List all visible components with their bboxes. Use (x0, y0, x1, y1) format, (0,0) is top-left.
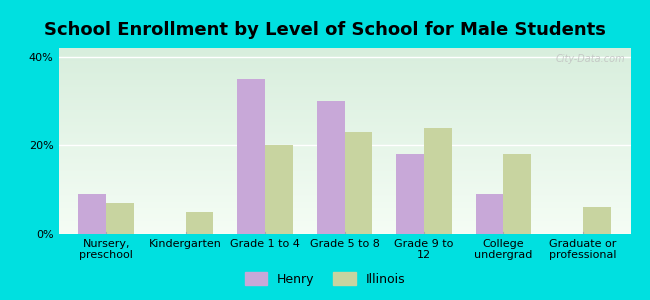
Legend: Henry, Illinois: Henry, Illinois (240, 267, 410, 291)
Bar (79, 194, 106, 234)
Bar (186, 212, 213, 234)
Text: City-Data.com: City-Data.com (555, 54, 625, 64)
Bar (476, 194, 503, 234)
Bar (265, 146, 293, 234)
Bar (237, 79, 265, 234)
Bar (344, 132, 372, 234)
Bar (106, 203, 134, 234)
Bar (583, 207, 610, 234)
Bar (396, 154, 424, 234)
Bar (317, 101, 345, 234)
Text: School Enrollment by Level of School for Male Students: School Enrollment by Level of School for… (44, 21, 606, 39)
Bar (424, 128, 452, 234)
Bar (503, 154, 531, 234)
